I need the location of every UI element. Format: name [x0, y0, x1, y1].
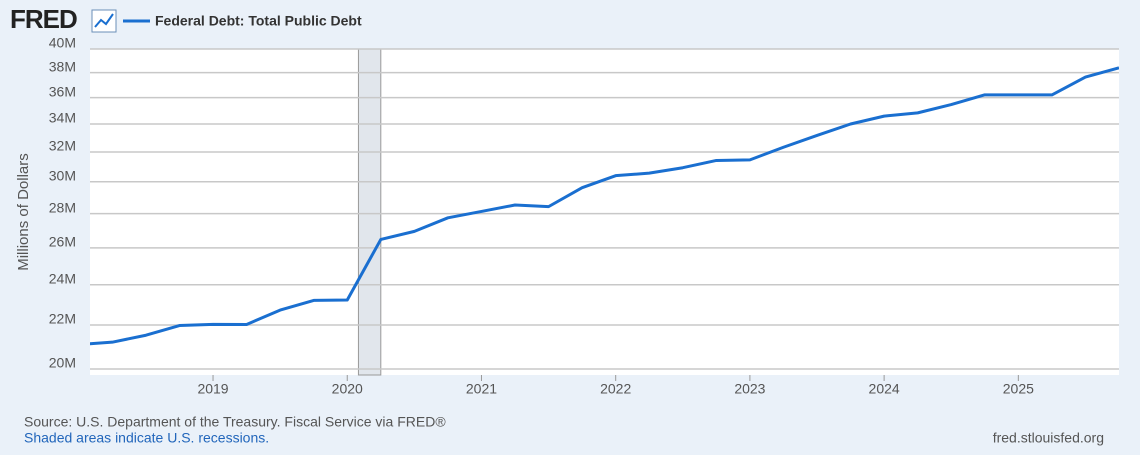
recession-note: Shaded areas indicate U.S. recessions. — [24, 430, 269, 446]
y-tick-label: 40M — [49, 35, 76, 51]
x-tick-label: 2022 — [600, 381, 631, 397]
data-line — [90, 66, 1119, 346]
source: Source: U.S. Department of the Treasury.… — [24, 414, 446, 430]
logo: FRED — [10, 4, 77, 34]
x-tick-label: 2024 — [869, 381, 900, 397]
legend-label: Federal Debt: Total Public Debt — [155, 13, 362, 29]
y-tick-label: 34M — [49, 110, 76, 126]
x-tick-label: 2023 — [734, 381, 765, 397]
y-tick-label: 36M — [49, 83, 76, 99]
x-tick-label: 2019 — [197, 381, 228, 397]
plot-clip — [90, 66, 1119, 346]
site: fred.stlouisfed.org — [993, 430, 1104, 446]
y-tick-label: 22M — [49, 311, 76, 327]
y-tick-label: 24M — [49, 271, 76, 287]
y-tick-label: 28M — [49, 199, 76, 215]
y-tick-label: 32M — [49, 138, 76, 154]
y-tick-label: 30M — [49, 167, 76, 183]
y-axis-label: Millions of Dollars — [15, 153, 32, 271]
x-tick-label: 2021 — [466, 381, 497, 397]
x-tick-label: 2020 — [332, 381, 363, 397]
plot-area — [90, 49, 1119, 375]
logo-icon — [91, 9, 117, 33]
y-tick-label: 38M — [49, 58, 76, 74]
x-tick-label: 2025 — [1003, 381, 1034, 397]
y-tick-label: 26M — [49, 234, 76, 250]
y-tick-label: 20M — [49, 355, 76, 371]
